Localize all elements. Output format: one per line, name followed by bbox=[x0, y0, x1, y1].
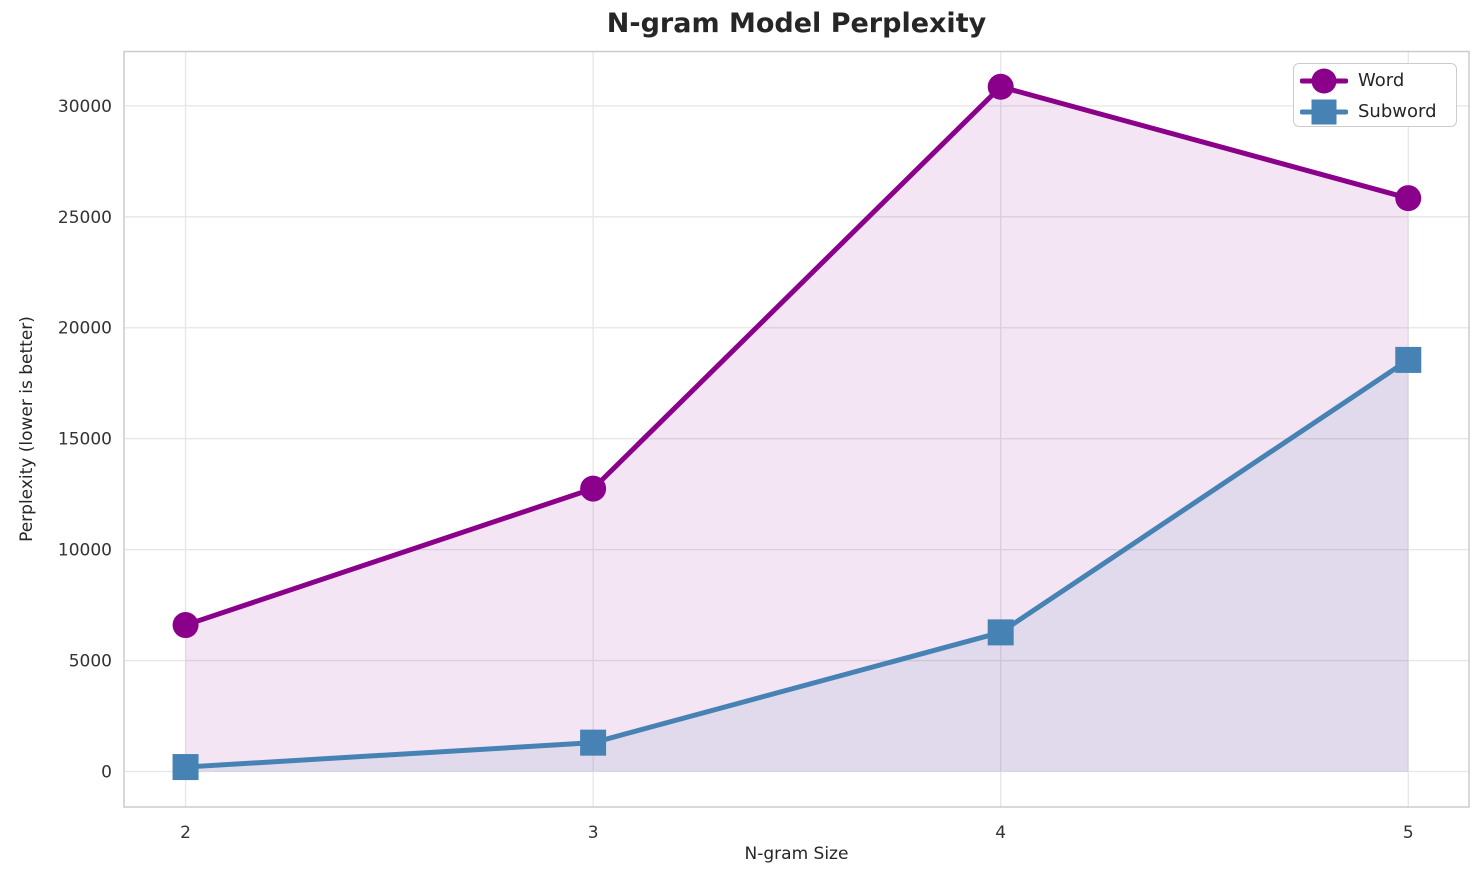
line-subword bbox=[183, 357, 1411, 770]
legend-marker-word-circle-icon bbox=[1300, 68, 1348, 93]
x-tick-label: 2 bbox=[180, 823, 191, 843]
legend-item-word: Word bbox=[1300, 65, 1456, 96]
marker-word-point bbox=[172, 612, 199, 639]
marker-subword-point bbox=[987, 619, 1014, 646]
x-tick-label: 5 bbox=[1403, 823, 1414, 843]
legend-sample-marker bbox=[1311, 68, 1337, 93]
plot-background bbox=[124, 51, 1469, 807]
plot-border bbox=[123, 50, 1470, 808]
y-tick-label: 20000 bbox=[58, 319, 112, 339]
marker-word-point bbox=[1395, 185, 1422, 212]
legend-label-word: Word bbox=[1358, 70, 1405, 91]
marker-word-point bbox=[987, 73, 1014, 100]
marker-subword-point bbox=[1395, 346, 1422, 373]
x-tick-label: 4 bbox=[995, 823, 1006, 843]
area-fill-word bbox=[185, 86, 1409, 772]
x-tick-label: 3 bbox=[588, 823, 599, 843]
legend-item-subword: Subword bbox=[1300, 96, 1456, 127]
marker-subword-point bbox=[580, 729, 607, 756]
legend: Word Subword bbox=[1293, 63, 1457, 127]
y-tick-label: 0 bbox=[101, 762, 112, 782]
x-axis-label: N-gram Size bbox=[744, 844, 849, 864]
marker-word-point bbox=[580, 475, 607, 502]
y-tick-label: 15000 bbox=[58, 430, 112, 450]
legend-label-subword: Subword bbox=[1358, 101, 1437, 122]
legend-marker-subword-square-icon bbox=[1300, 99, 1348, 124]
legend-sample-marker bbox=[1311, 99, 1337, 124]
marker-subword-point bbox=[172, 754, 199, 781]
y-tick-label: 10000 bbox=[58, 541, 112, 561]
chart-title: N-gram Model Perplexity bbox=[606, 8, 987, 39]
y-tick-label: 25000 bbox=[58, 208, 112, 228]
y-tick-label: 30000 bbox=[58, 97, 112, 117]
y-tick-label: 5000 bbox=[69, 652, 112, 672]
area-fill-subword bbox=[185, 359, 1409, 772]
line-word bbox=[183, 84, 1411, 628]
